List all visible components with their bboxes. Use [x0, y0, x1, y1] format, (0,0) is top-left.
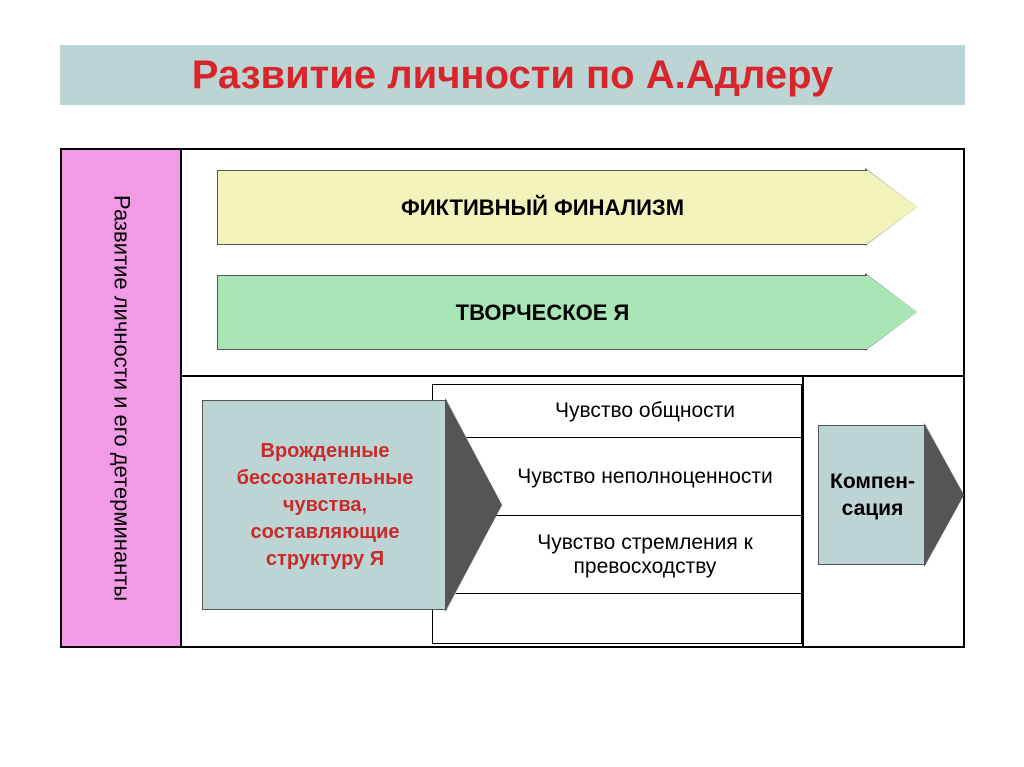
- arrow-creative-self: ТВОРЧЕСКОЕ Я: [217, 275, 867, 350]
- diagram-frame: Развитие личности и его детерминанты ФИК…: [60, 148, 965, 648]
- page-title: Развитие личности по А.Адлеру: [192, 53, 834, 98]
- arrow2-head-icon: [867, 275, 917, 349]
- arrow1-label: ФИКТИВНЫЙ ФИНАЛИЗМ: [401, 195, 684, 221]
- arrow-compensation: Компен- сация: [818, 425, 926, 565]
- innate-arrow-head-icon: [447, 400, 502, 610]
- arrow-fictional-finalism: ФИКТИВНЫЙ ФИНАЛИЗМ: [217, 170, 867, 245]
- title-bar: Развитие личности по А.Адлеру: [60, 45, 965, 105]
- sidebar: Развитие личности и его детерминанты: [62, 150, 182, 646]
- arrow1-head-icon: [867, 170, 917, 244]
- compensation-head-icon: [926, 425, 964, 565]
- sidebar-label: Развитие личности и его детерминанты: [107, 195, 136, 601]
- arrow2-label: ТВОРЧЕСКОЕ Я: [456, 300, 630, 326]
- compensation-label: Компен- сация: [830, 468, 915, 523]
- vertical-divider: [802, 375, 804, 646]
- innate-label: Врожденные бессознательные чувства, сост…: [211, 438, 439, 573]
- arrow-innate-feelings: Врожденные бессознательные чувства, сост…: [202, 400, 447, 610]
